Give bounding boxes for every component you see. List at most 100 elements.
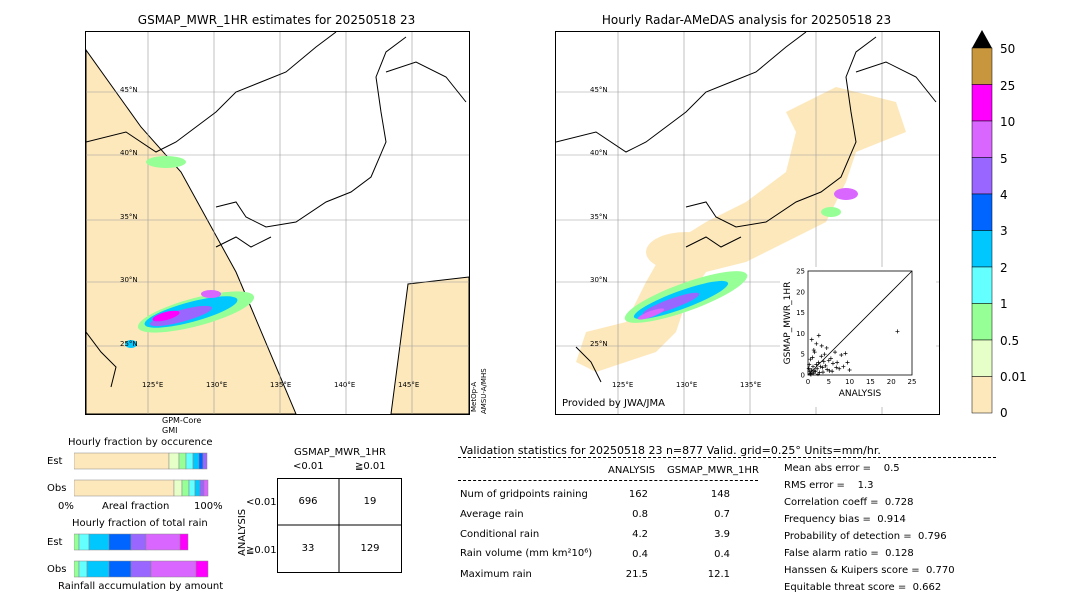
scatter-point — [841, 364, 846, 369]
swath-metop — [390, 276, 469, 414]
right-map: 45°N 40°N 35°N 30°N 25°N 125°E 130°E 135… — [555, 31, 940, 415]
scatter-ytick: 15 — [796, 309, 805, 317]
sensor-amsu: AMSU-A/MHS — [480, 368, 488, 414]
contingency-row-lt: <0.01 — [246, 497, 277, 508]
scatter-point — [843, 351, 848, 356]
row-g-average: 0.7 — [714, 509, 730, 520]
row-g-volume: 0.4 — [714, 549, 730, 560]
sensor-gmi: GMI — [162, 426, 178, 435]
validation-header-rule — [458, 457, 996, 458]
left-lat-30: 30°N — [120, 276, 138, 284]
total-obs-label: Obs — [47, 564, 67, 575]
cbar-label-0: 0 — [1000, 406, 1008, 420]
scatter-point — [834, 365, 839, 370]
colorbar-segment — [971, 230, 993, 268]
score-hk: Hanssen & Kuipers score = 0.770 — [784, 565, 955, 576]
right-lat-45: 45°N — [590, 86, 608, 94]
row-a-gridpoints: 162 — [628, 489, 648, 500]
scatter-point — [813, 369, 818, 374]
right-lat-35: 35°N — [590, 213, 608, 221]
validation-header: Validation statistics for 20250518 23 n=… — [460, 444, 881, 457]
total-axis-label: Rainfall accumulation by amount — [58, 581, 224, 592]
score-pod: Probability of detection = 0.796 — [784, 531, 947, 542]
cbar-label-1: 1 — [1000, 297, 1008, 311]
occurence-bars — [74, 452, 209, 497]
scatter-point — [811, 348, 816, 353]
colorbar-segment — [971, 266, 993, 304]
swath-gpm — [86, 49, 297, 414]
left-map-canvas — [86, 32, 469, 414]
row-g-conditional: 3.9 — [714, 529, 730, 540]
left-map-title: GSMAP_MWR_1HR estimates for 20250518 23 — [137, 13, 416, 27]
scatter-point — [815, 366, 820, 371]
left-lat-45: 45°N — [120, 86, 138, 94]
row-label-gridpoints: Num of gridpoints raining — [460, 489, 588, 500]
scatter-point — [808, 357, 813, 362]
scatter-point — [814, 362, 819, 367]
scatter-one-to-one-line — [807, 270, 913, 376]
contingency-col-lt: <0.01 — [293, 461, 324, 472]
contingency-cell-b: 19 — [363, 496, 377, 507]
left-map: 45°N 40°N 35°N 30°N 25°N 125°E 130°E 135… — [85, 31, 470, 415]
scatter-inset: 0 0 5 5 10 10 15 15 20 20 25 25 ANALYSIS GSMAP_MWR_1H… — [780, 267, 936, 407]
scatter-point — [815, 372, 820, 377]
row-g-gridpoints: 148 — [710, 489, 730, 500]
total-title: Hourly fraction of total rain — [72, 518, 208, 529]
scatter-ytick: 25 — [796, 268, 805, 276]
scatter-point — [820, 365, 825, 370]
scatter-ytick: 0 — [801, 372, 805, 380]
scatter-point — [808, 372, 813, 377]
left-lon-145: 145°E — [398, 381, 420, 389]
occurence-axis-mid: Areal fraction — [102, 501, 170, 512]
scatter-point — [825, 367, 830, 372]
contingency-grid — [277, 478, 402, 573]
col-gsmap: GSMAP_MWR_1HR — [667, 465, 759, 476]
colorbar-segment — [971, 157, 993, 195]
scatter-point — [819, 343, 824, 348]
scatter-point — [812, 350, 817, 355]
score-freq-bias: Frequency bias = 0.914 — [784, 514, 906, 525]
row-label-maximum: Maximum rain — [460, 569, 532, 580]
right-lon-130: 130°E — [676, 381, 698, 389]
score-far: False alarm ratio = 0.128 — [784, 548, 914, 559]
scatter-point — [895, 329, 900, 334]
scatter-point — [806, 366, 811, 371]
left-coastline — [86, 32, 467, 388]
scatter-point — [822, 352, 827, 357]
score-mae: Mean abs error = 0.5 — [784, 463, 900, 474]
right-lat-25: 25°N — [590, 340, 608, 348]
row-label-average: Average rain — [460, 509, 524, 520]
row-a-conditional: 4.2 — [632, 529, 648, 540]
colorbar — [971, 30, 993, 414]
occurence-obs-label: Obs — [47, 483, 67, 494]
colorbar-segment — [971, 193, 993, 231]
total-bars — [74, 533, 209, 578]
right-map-title: Hourly Radar-AMeDAS analysis for 2025051… — [601, 13, 892, 27]
scatter-point — [835, 360, 840, 365]
colorbar-segment — [971, 303, 993, 341]
scatter-point — [845, 360, 850, 365]
right-coastline — [556, 32, 937, 383]
row-label-volume: Rain volume (mm km²10⁶) — [460, 548, 593, 559]
left-lon-125: 125°E — [142, 381, 164, 389]
scatter-point — [824, 345, 829, 350]
scatter-point — [826, 358, 831, 363]
right-lat-30: 30°N — [590, 276, 608, 284]
cbar-label-4: 4 — [1000, 188, 1008, 202]
contingency-cell-c: 33 — [301, 543, 315, 554]
scatter-point — [839, 353, 844, 358]
scatter-point — [814, 341, 819, 346]
scatter-point — [810, 355, 815, 360]
score-rmse: RMS error = 1.3 — [784, 480, 874, 491]
right-lon-125: 125°E — [612, 381, 634, 389]
left-lat-40: 40°N — [120, 149, 138, 157]
row-g-maximum: 12.1 — [707, 569, 730, 580]
scatter-point — [830, 369, 835, 374]
left-lat-25: 25°N — [120, 340, 138, 348]
scatter-xtick: 25 — [908, 378, 917, 386]
contingency-title: GSMAP_MWR_1HR — [294, 447, 386, 458]
scatter-ytick: 10 — [796, 330, 805, 338]
scatter-point — [833, 350, 838, 355]
cbar-label-0.5: 0.5 — [1000, 334, 1020, 348]
left-graticule — [86, 32, 469, 414]
